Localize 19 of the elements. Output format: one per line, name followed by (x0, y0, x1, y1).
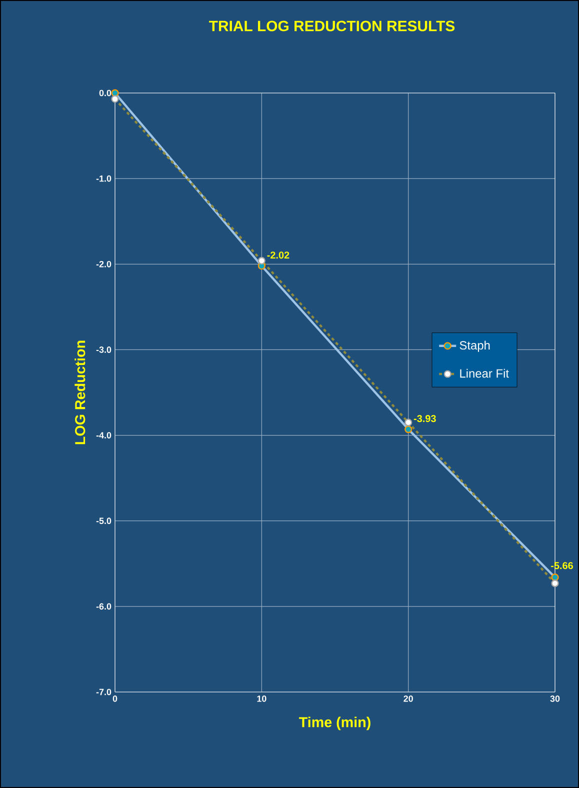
x-tick-label: 30 (550, 696, 560, 702)
y-tick-label: -4.0 (96, 432, 112, 438)
chart-title: TRIAL LOG REDUCTION RESULTS (209, 20, 455, 32)
x-tick-label: 10 (257, 696, 266, 702)
y-tick-label: -5.0 (96, 518, 112, 524)
y-tick-label: -1.0 (96, 175, 112, 182)
y-tick-label: 0.0 (99, 90, 112, 96)
data-label: -2.02 (267, 252, 290, 259)
y-tick-label: -7.0 (96, 688, 112, 696)
legend-label: Linear Fit (460, 368, 509, 378)
x-axis-title: Time (min) (299, 716, 370, 730)
y-tick-label: -3.0 (96, 346, 112, 353)
data-label: -3.93 (414, 415, 436, 422)
x-tick-label: 20 (404, 696, 413, 702)
y-axis-title: LOG Reduction (74, 340, 86, 444)
y-tick-label: -2.0 (96, 260, 112, 268)
x-tick-label: 0 (112, 696, 118, 702)
y-tick-label: -6.0 (96, 603, 112, 610)
legend-label: Staph (460, 340, 490, 352)
